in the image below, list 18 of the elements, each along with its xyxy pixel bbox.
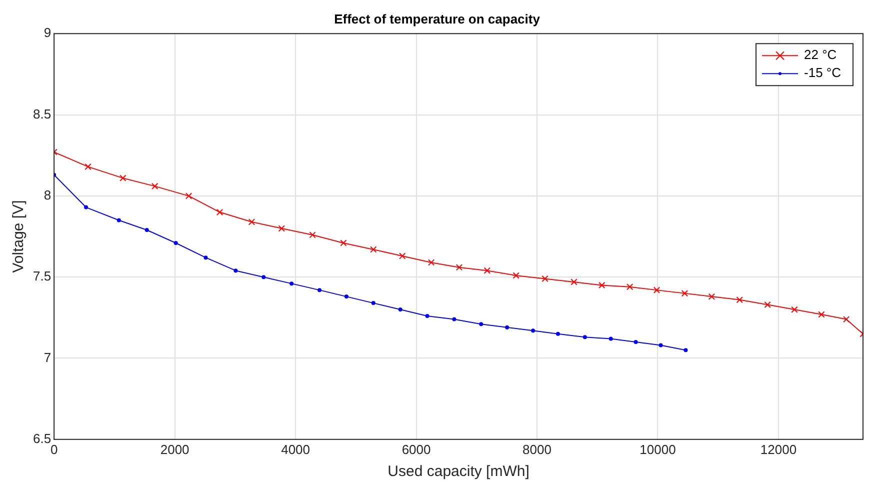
y-tick-label: 7 [44, 350, 52, 365]
y-tick-label: 7.5 [32, 268, 52, 284]
x-tick-label: 2000 [160, 442, 190, 457]
legend-label: 22 °C [804, 47, 837, 62]
x-tick-label: 6000 [402, 442, 431, 457]
chart-title: Effect of temperature on capacity [334, 11, 541, 26]
x-tick-label: 4000 [281, 442, 310, 457]
x-tick-label: 10000 [640, 442, 676, 457]
y-axis-title: Voltage [V] [10, 200, 28, 273]
y-tick-label: 8 [44, 188, 52, 202]
x-tick-label: 0 [50, 442, 58, 457]
y-tick-label: 6.5 [32, 430, 52, 446]
x-tick-label: 8000 [522, 442, 552, 457]
legend-label: -15 °C [804, 65, 842, 80]
y-tick-label: 9 [44, 25, 52, 40]
y-tick-label: 8.5 [32, 106, 52, 122]
x-axis-title: Used capacity [mWh] [388, 463, 530, 480]
x-tick-label: 12000 [760, 442, 797, 457]
